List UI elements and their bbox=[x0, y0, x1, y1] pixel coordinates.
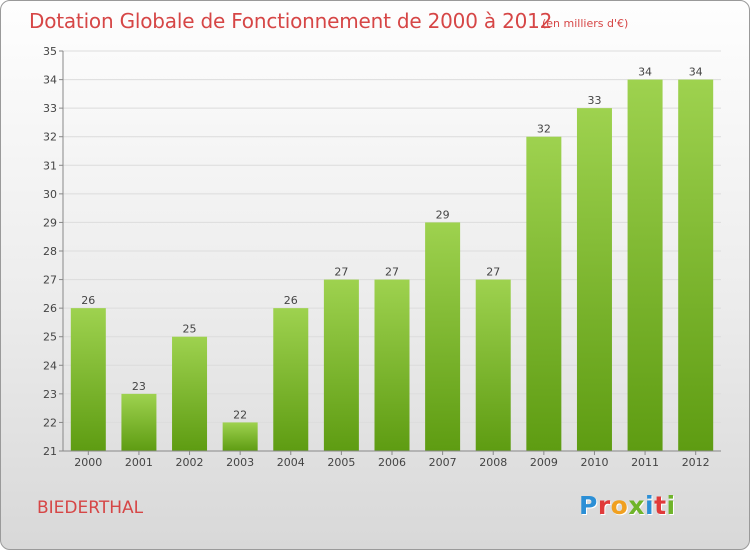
data-label-2003: 22 bbox=[233, 408, 247, 421]
y-tick-label: 25 bbox=[43, 331, 57, 344]
data-label-2007: 29 bbox=[436, 208, 450, 221]
data-label-2012: 34 bbox=[689, 66, 703, 79]
chart-subtitle: (en milliers d'€) bbox=[542, 17, 629, 30]
data-labels: 26 23 25 22 26 27 27 29 27 32 33 34 34 bbox=[81, 66, 702, 422]
y-tick-label: 21 bbox=[43, 445, 57, 458]
data-label-2010: 33 bbox=[587, 94, 601, 107]
bar-2007 bbox=[425, 222, 461, 451]
y-tick-label: 22 bbox=[43, 416, 57, 429]
y-tick-label: 33 bbox=[43, 102, 57, 115]
y-tick-label: 34 bbox=[43, 74, 57, 87]
logo-letter: t bbox=[654, 491, 667, 520]
bar-2011 bbox=[627, 79, 663, 452]
x-tick-label-2001: 2001 bbox=[125, 456, 153, 469]
x-tick-label-2006: 2006 bbox=[378, 456, 406, 469]
y-tick-label: 32 bbox=[43, 131, 57, 144]
data-label-2001: 23 bbox=[132, 380, 146, 393]
chart-title: Dotation Globale de Fonctionnement de 20… bbox=[29, 9, 553, 33]
y-tick-label: 23 bbox=[43, 388, 57, 401]
data-label-2009: 32 bbox=[537, 123, 551, 136]
bar-2010 bbox=[576, 108, 612, 452]
logo-letter: P bbox=[579, 491, 598, 520]
data-label-2011: 34 bbox=[638, 66, 652, 79]
bars bbox=[70, 79, 714, 452]
x-tick-label-2000: 2000 bbox=[74, 456, 102, 469]
logo-letter: r bbox=[597, 491, 611, 520]
x-tick-label-2009: 2009 bbox=[530, 456, 558, 469]
bar-2000 bbox=[70, 308, 106, 451]
x-tick-label-2005: 2005 bbox=[327, 456, 355, 469]
data-label-2005: 27 bbox=[334, 266, 348, 279]
logo-letter: i bbox=[666, 491, 676, 520]
y-tick-label: 31 bbox=[43, 159, 57, 172]
bar-2008 bbox=[475, 279, 511, 451]
data-label-2004: 26 bbox=[284, 294, 298, 307]
x-tick-label-2010: 2010 bbox=[580, 456, 608, 469]
logo-letter: x bbox=[628, 491, 645, 520]
y-tick-label: 28 bbox=[43, 245, 57, 258]
x-tick-label-2011: 2011 bbox=[631, 456, 659, 469]
x-tick-label-2003: 2003 bbox=[226, 456, 254, 469]
x-tick-label-2004: 2004 bbox=[277, 456, 305, 469]
bar-2005 bbox=[323, 279, 359, 451]
x-tick-label-2002: 2002 bbox=[176, 456, 204, 469]
bar-2004 bbox=[273, 308, 309, 451]
data-label-2006: 27 bbox=[385, 266, 399, 279]
axes: 21 22 23 24 25 26 27 28 29 30 31 32 33 34 35 2000 2001 20… bbox=[43, 45, 721, 469]
bar-2002 bbox=[172, 336, 208, 451]
logo-letter: i bbox=[645, 491, 655, 520]
y-tick-label: 26 bbox=[43, 302, 57, 315]
y-tick-label: 24 bbox=[43, 359, 57, 372]
x-tick-label-2008: 2008 bbox=[479, 456, 507, 469]
bar-2006 bbox=[374, 279, 410, 451]
y-tick-label: 35 bbox=[43, 45, 57, 58]
bar-2012 bbox=[678, 79, 714, 452]
data-label-2008: 27 bbox=[486, 266, 500, 279]
bar-2009 bbox=[526, 136, 562, 451]
data-label-2002: 25 bbox=[183, 323, 197, 336]
logo-letter: o bbox=[610, 491, 629, 520]
y-tick-label: 27 bbox=[43, 274, 57, 287]
y-tick-label: 30 bbox=[43, 188, 57, 201]
proxiti-logo: Proxiti bbox=[579, 491, 676, 520]
bar-2003 bbox=[222, 422, 258, 451]
x-tick-label-2012: 2012 bbox=[682, 456, 710, 469]
bar-2001 bbox=[121, 393, 157, 451]
x-tick-label-2007: 2007 bbox=[429, 456, 457, 469]
data-label-2000: 26 bbox=[81, 294, 95, 307]
commune-name: BIEDERTHAL bbox=[37, 498, 144, 518]
y-tick-label: 29 bbox=[43, 216, 57, 229]
